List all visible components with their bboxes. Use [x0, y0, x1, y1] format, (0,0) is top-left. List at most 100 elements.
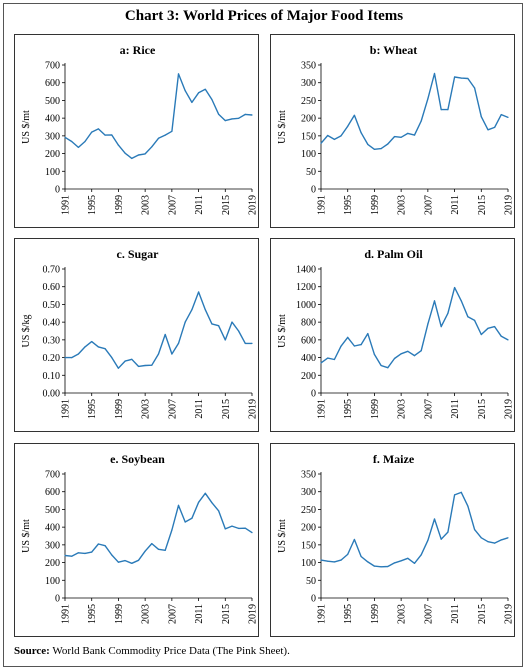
palm-oil-data-point	[327, 357, 329, 359]
rice-data-point	[244, 113, 246, 115]
wheat-xtick-label: 2003	[397, 195, 408, 215]
maize-data-point	[480, 537, 482, 539]
maize-data-point	[393, 562, 396, 564]
wheat-title: b: Wheat	[370, 43, 417, 57]
palm-oil-data-point	[507, 339, 509, 341]
soybean-data-point	[144, 550, 146, 552]
maize-data-point	[460, 491, 462, 493]
wheat-price-line	[320, 72, 509, 151]
maize-data-point	[447, 531, 449, 533]
wheat-xtick-label: 2015	[477, 195, 488, 215]
maize-ytick-label: 200	[301, 523, 316, 534]
source-text: World Bank Commodity Price Data (The Pin…	[52, 645, 290, 657]
palm-oil-ytick-label: 800	[301, 318, 316, 329]
soybean-data-point	[111, 554, 113, 556]
sugar-ytick-label: 0.30	[43, 335, 61, 346]
palm-oil-ytick-label: 0	[311, 389, 316, 400]
wheat-xtick-label: 2007	[423, 195, 434, 215]
maize-data-point	[347, 553, 349, 555]
palm-oil-ytick-label: 200	[301, 371, 316, 382]
rice-data-point	[151, 146, 153, 148]
sugar-data-point	[191, 309, 193, 311]
rice-data-point	[111, 134, 113, 136]
sugar-data-point	[184, 321, 186, 323]
palm-oil-data-point	[393, 357, 396, 360]
palm-oil-data-point	[447, 312, 449, 314]
palm-oil-data-point	[440, 326, 442, 328]
rice-chart-svg: a: Rice US $/mt 0 100 200 300 400 500 600 700 1991…	[21, 43, 259, 215]
source-label: Source:	[14, 645, 50, 657]
maize-ylabel: US $/mt	[277, 519, 288, 553]
soybean-data-point	[77, 552, 79, 554]
wheat-ytick-label: 200	[301, 114, 316, 125]
wheat-ytick-label: 250	[301, 96, 316, 107]
panel-soybean: e. Soybean US $/mt 0 100 200 300 400 500 600 700 1…	[14, 443, 259, 637]
wheat-ytick-label: 150	[301, 131, 316, 142]
soybean-data-point	[84, 552, 86, 554]
rice-xtick-label: 1995	[87, 195, 98, 215]
palm-oil-data-point	[454, 287, 456, 289]
sugar-data-point	[97, 346, 99, 348]
rice-data-point	[224, 120, 226, 122]
rice-ytick-label: 600	[45, 78, 60, 89]
sugar-data-point	[131, 358, 133, 360]
sugar-xtick-label: 2007	[167, 399, 178, 419]
figure-frame	[3, 3, 523, 667]
soybean-ytick-label: 300	[45, 540, 60, 551]
wheat-data-point	[407, 132, 409, 134]
sugar-data-point	[198, 291, 200, 293]
maize-data-point	[360, 555, 362, 558]
palm-oil-data-point	[320, 362, 322, 364]
rice-data-point	[144, 153, 146, 155]
rice-data-point	[211, 98, 213, 101]
palm-oil-xtick-label: 1999	[370, 399, 381, 419]
soybean-data-point	[137, 559, 140, 561]
soybean-data-point	[204, 492, 206, 494]
maize-chart-svg: f. Maize US $/mt 0 50 100 150 200 250 300 350 1991…	[277, 452, 515, 624]
soybean-ytick-label: 500	[45, 505, 60, 516]
palm-oil-data-point	[353, 345, 355, 347]
soybean-data-point	[251, 532, 253, 534]
wheat-ytick-label: 350	[301, 61, 316, 72]
soybean-ytick-label: 400	[45, 523, 60, 534]
wheat-data-point	[387, 143, 389, 145]
rice-data-point	[91, 131, 93, 133]
soybean-data-point	[191, 517, 193, 519]
wheat-ytick-label: 300	[301, 78, 316, 89]
rice-xtick-label: 2011	[194, 195, 205, 215]
maize-ytick-label: 0	[311, 594, 316, 605]
sugar-data-point	[124, 360, 126, 362]
palm-oil-ytick-label: 400	[301, 353, 316, 364]
palm-oil-data-point	[494, 326, 496, 328]
sugar-xtick-label: 1995	[87, 399, 98, 419]
sugar-data-point	[84, 346, 86, 348]
wheat-data-point	[500, 114, 502, 116]
maize-data-point	[467, 505, 469, 507]
rice-xtick-label: 2015	[221, 195, 232, 215]
sugar-data-point	[251, 342, 253, 344]
rice-data-point	[97, 128, 99, 130]
sugar-data-point	[177, 342, 180, 344]
soybean-data-point	[224, 528, 226, 530]
wheat-data-point	[380, 148, 382, 150]
rice-xtick-label: 2003	[141, 195, 152, 215]
palm-oil-data-point	[380, 364, 382, 367]
wheat-data-point	[327, 134, 329, 137]
wheat-chart-svg: b: Wheat US $/mt 0 50 100 150 200 250 300 350 1991…	[277, 43, 515, 215]
wheat-data-point	[373, 148, 375, 150]
maize-data-point	[494, 542, 496, 544]
soybean-chart-svg: e. Soybean US $/mt 0 100 200 300 400 500 600 700 1…	[21, 452, 259, 624]
sugar-data-point	[71, 357, 73, 359]
soybean-xtick-label: 2015	[221, 604, 232, 624]
sugar-data-point	[211, 323, 213, 325]
rice-data-point	[64, 136, 66, 138]
sugar-data-point	[224, 339, 226, 341]
soybean-data-point	[198, 501, 200, 503]
soybean-ylabel: US $/mt	[21, 519, 32, 553]
palm-oil-data-point	[360, 344, 362, 346]
maize-xtick-label: 1991	[317, 604, 328, 624]
rice-ytick-label: 500	[45, 96, 60, 107]
maize-data-point	[500, 539, 502, 541]
sugar-xtick-label: 2015	[221, 399, 232, 419]
wheat-xtick-label: 1995	[343, 195, 354, 215]
